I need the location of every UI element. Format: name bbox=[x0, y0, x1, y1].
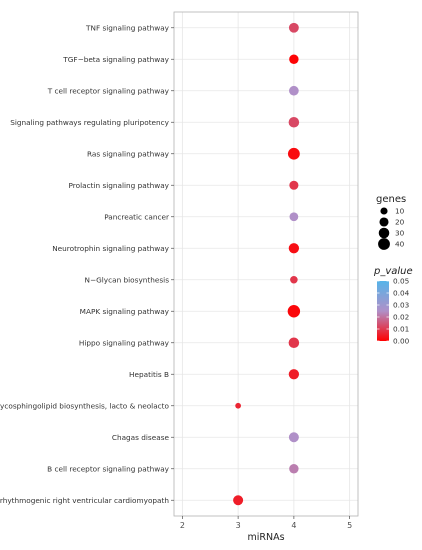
point-pancreatic-cancer bbox=[289, 212, 299, 222]
y-tick-label: Arrhythmogenic right ventricular cardiom… bbox=[0, 496, 169, 505]
p-value-legend-title: p_value bbox=[373, 266, 413, 277]
plot-panel-border bbox=[173, 11, 359, 517]
genes-legend-title: genes bbox=[376, 194, 406, 205]
x-axis-title: miRNAs bbox=[247, 532, 284, 543]
point-tnf-signaling-pathway bbox=[288, 22, 299, 33]
y-tick-label: B cell receptor signaling pathway bbox=[47, 464, 170, 473]
point-glycosphingolipid-biosynthesis-lacto-neolacto bbox=[235, 402, 241, 409]
point-prolactin-signaling-pathway bbox=[289, 180, 299, 190]
point-hepatitis-b bbox=[288, 369, 300, 380]
point-b-cell-receptor-signaling-pathway bbox=[289, 464, 299, 474]
y-tick-label: Hippo signaling pathway bbox=[79, 338, 170, 347]
size-key-label: 20 bbox=[395, 218, 405, 227]
x-tick-label: 4 bbox=[291, 521, 296, 530]
point-t-cell-receptor-signaling-pathway bbox=[289, 85, 299, 96]
x-tick-label: 3 bbox=[236, 521, 241, 530]
data-points bbox=[233, 22, 301, 506]
point-ras-signaling-pathway bbox=[287, 147, 300, 160]
y-tick-label: MAPK signaling pathway bbox=[80, 307, 170, 316]
y-axis-category-labels: TNF signaling pathway TGF−beta signaling … bbox=[0, 23, 174, 505]
size-key-dot bbox=[380, 207, 388, 215]
size-key-dot bbox=[378, 227, 390, 239]
p-value-color-legend: p_value 0.05 0.04 0.03 0.02 0.01 0.00 bbox=[373, 266, 413, 346]
y-tick-label: Glycosphingolipid biosynthesis, lacto & … bbox=[0, 401, 170, 410]
y-tick-label: Prolactin signaling pathway bbox=[69, 181, 170, 190]
y-tick-label: TNF signaling pathway bbox=[85, 23, 170, 32]
point-n-glycan-biosynthesis bbox=[290, 275, 298, 284]
color-key-label: 0.00 bbox=[393, 337, 410, 346]
point-neurotrophin-signaling-pathway bbox=[288, 243, 300, 254]
size-key-label: 30 bbox=[395, 229, 405, 238]
y-tick-label: Ras signaling pathway bbox=[87, 149, 170, 158]
y-tick-label: TGF−beta signaling pathway bbox=[62, 55, 169, 64]
point-mapk-signaling-pathway bbox=[287, 305, 301, 318]
color-key-label: 0.03 bbox=[393, 301, 410, 310]
x-axis-ticks: 2 3 4 5 bbox=[180, 516, 352, 530]
y-tick-label: T cell receptor signaling pathway bbox=[47, 86, 170, 95]
y-tick-label: Pancreatic cancer bbox=[104, 212, 169, 221]
size-key-dot bbox=[379, 217, 389, 227]
point-tgf-beta-signaling-pathway bbox=[289, 54, 299, 64]
color-key-label: 0.02 bbox=[393, 313, 409, 322]
size-key-dot bbox=[378, 238, 390, 250]
y-tick-label: Hepatitis B bbox=[129, 370, 169, 379]
color-key-label: 0.05 bbox=[393, 277, 409, 286]
point-signaling-pathways-regulating-pluripotency bbox=[288, 116, 300, 128]
y-tick-label: Chagas disease bbox=[112, 433, 170, 442]
color-key-label: 0.04 bbox=[393, 289, 410, 298]
size-key-label: 40 bbox=[395, 240, 405, 249]
y-tick-label: Signaling pathways regulating pluripoten… bbox=[10, 118, 169, 127]
y-tick-label: Neurotrophin signaling pathway bbox=[52, 244, 169, 253]
color-key-label: 0.01 bbox=[393, 325, 409, 334]
grid-lines bbox=[174, 12, 358, 516]
size-key-label: 10 bbox=[395, 207, 405, 216]
point-arrhythmogenic-right-ventricular-cardiomyopath bbox=[233, 495, 244, 506]
genes-size-legend: genes 10 20 30 40 bbox=[376, 194, 406, 250]
x-tick-label: 2 bbox=[180, 521, 185, 530]
x-tick-label: 5 bbox=[347, 521, 352, 530]
point-chagas-disease bbox=[288, 432, 299, 443]
y-tick-label: N−Glycan biosynthesis bbox=[85, 275, 170, 284]
p-value-color-bar bbox=[377, 281, 389, 341]
point-hippo-signaling-pathway bbox=[288, 337, 300, 349]
